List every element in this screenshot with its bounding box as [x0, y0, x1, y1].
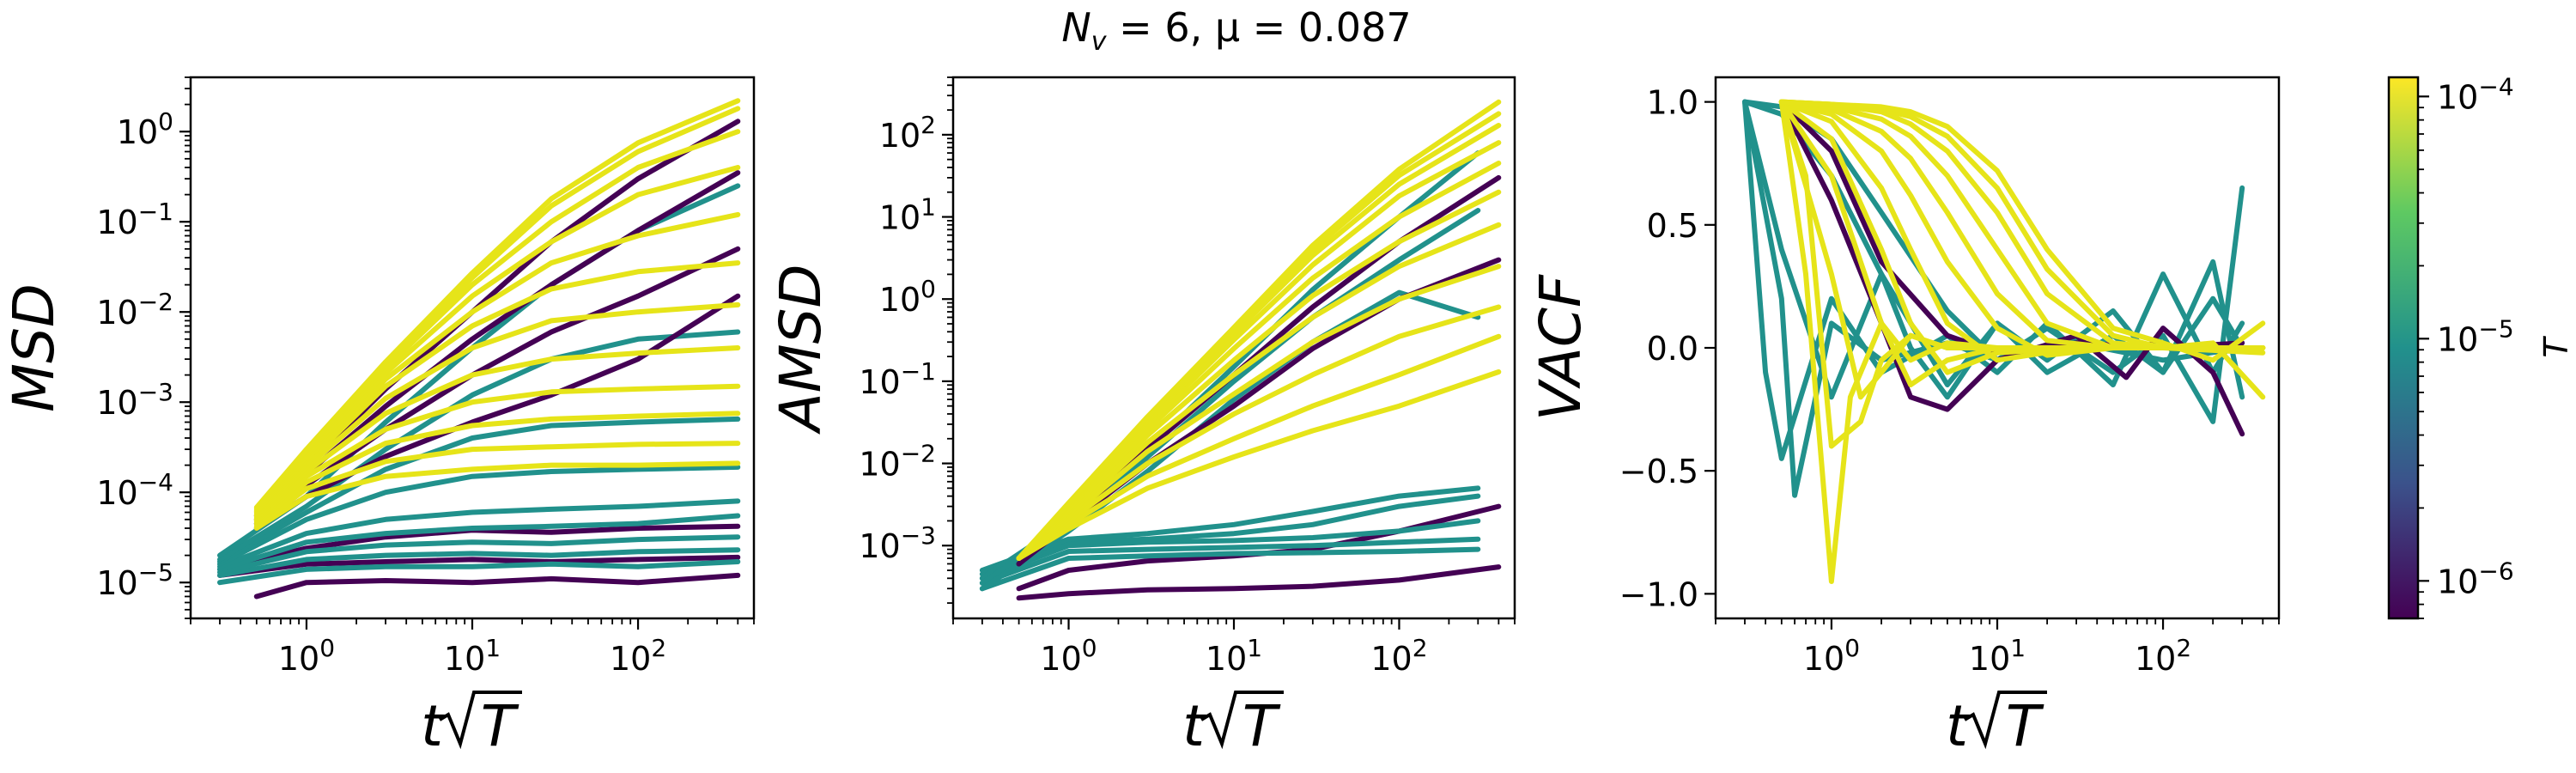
- colorbar-tick-label-2: 10−4: [2437, 72, 2514, 116]
- colorbar-frame: [2387, 76, 2420, 620]
- vacf-y-axis-label: VACF: [1528, 274, 1594, 421]
- amsd-series-line-6: [979, 485, 1481, 573]
- amsd-y-tick-label-2: 10−1: [859, 357, 936, 401]
- figure-title: Nv = 6, μ = 0.087: [1061, 4, 1411, 57]
- msd-series: [217, 98, 741, 600]
- vacf-sqrt-sign: [1963, 691, 2047, 750]
- amsd-y-axis-label: AMSD: [768, 265, 834, 435]
- msd-series-line-18: [253, 411, 741, 526]
- amsd-panel: 100 101 102 10−3 10−2 10−1 100 101 102 AMSD t T: [768, 76, 1516, 759]
- msd-y-tick-label-5: 100: [117, 107, 173, 151]
- vacf-y-tick-label-2: 0.0: [1647, 330, 1698, 368]
- amsd-ticks: [942, 76, 1516, 630]
- amsd-series-line-2: [979, 546, 1481, 592]
- msd-series-line-10: [217, 329, 741, 563]
- amsd-series-line-22: [1016, 99, 1502, 561]
- vacf-x-tick-label-0: 100: [1803, 634, 1860, 678]
- vacf-panel: 100 101 102 −1.0 −0.5 0.0 0.5 1.0 VACF t T: [1528, 76, 2281, 759]
- amsd-y-tick-label-3: 100: [879, 275, 936, 319]
- vacf-x-label-t: t: [1946, 693, 1970, 759]
- msd-ticks: [179, 76, 755, 630]
- msd-series-line-7: [217, 498, 741, 569]
- msd-y-tick-label-3: 10−2: [96, 288, 173, 332]
- amsd-x-tick-label-1: 101: [1206, 634, 1262, 678]
- vacf-y-tick-label-0: −1.0: [1619, 575, 1698, 613]
- msd-x-tick-label-2: 102: [610, 634, 666, 678]
- msd-series-line-3: [217, 559, 741, 586]
- msd-series-line-27: [253, 98, 741, 510]
- msd-x-tick-label-1: 101: [444, 634, 501, 678]
- amsd-y-tick-label-4: 101: [879, 193, 936, 237]
- amsd-x-label-T: T: [1242, 693, 1281, 759]
- amsd-series-line-4: [979, 518, 1481, 581]
- colorbar-gradient: [2389, 77, 2418, 618]
- vacf-x-tick-label-2: 102: [2135, 634, 2191, 678]
- msd-x-label-t: t: [421, 693, 445, 759]
- amsd-y-tick-label-1: 10−2: [859, 440, 936, 484]
- amsd-y-tick-label-5: 102: [879, 111, 936, 155]
- amsd-sqrt-sign: [1200, 691, 1284, 750]
- amsd-series-line-5: [979, 493, 1481, 577]
- amsd-series: [979, 99, 1502, 601]
- msd-series-line-4: [217, 547, 741, 578]
- msd-y-tick-label-4: 10−1: [96, 198, 173, 241]
- msd-series-line-20: [253, 345, 741, 522]
- vacf-x-label-T: T: [2006, 693, 2044, 759]
- vacf-ticks: [1704, 100, 2280, 630]
- amsd-y-tick-label-0: 10−3: [859, 521, 936, 565]
- amsd-series-line-12: [1016, 369, 1502, 561]
- msd-y-axis-label: MSD: [1, 283, 67, 412]
- msd-y-tick-label-2: 10−3: [96, 378, 173, 422]
- msd-sqrt-sign: [438, 691, 522, 750]
- colorbar-label: T: [2537, 336, 2575, 358]
- amsd-series-line-0: [1016, 564, 1502, 601]
- msd-y-tick-label-1: 10−4: [96, 468, 173, 512]
- msd-series-line-9: [217, 416, 741, 564]
- msd-series-line-8: [217, 464, 741, 567]
- amsd-series-line-13: [1016, 333, 1502, 561]
- colorbar: 10−6 10−5 10−4 T: [2387, 72, 2575, 620]
- msd-panel: 100 101 102 10−5 10−4 10−3 10−2 10−1 100 MSD t T: [1, 76, 756, 759]
- vacf-series: [1742, 99, 2266, 584]
- colorbar-tick-label-1: 10−5: [2437, 314, 2514, 358]
- amsd-series-line-14: [1016, 304, 1502, 561]
- msd-series-line-0: [253, 572, 741, 600]
- msd-x-label-T: T: [481, 693, 519, 759]
- amsd-series-line-3: [979, 536, 1481, 586]
- msd-series-line-5: [217, 534, 741, 575]
- msd-y-tick-label-0: 10−5: [96, 558, 173, 602]
- colorbar-tick-label-0: 10−6: [2437, 557, 2514, 600]
- amsd-x-tick-label-2: 102: [1370, 634, 1427, 678]
- vacf-x-tick-label-1: 101: [1969, 634, 2026, 678]
- vacf-y-tick-label-4: 1.0: [1647, 84, 1698, 122]
- amsd-x-tick-label-0: 100: [1040, 634, 1097, 678]
- vacf-y-tick-label-3: 0.5: [1647, 207, 1698, 245]
- vacf-y-tick-label-1: −0.5: [1619, 453, 1698, 490]
- msd-x-tick-label-0: 100: [278, 634, 335, 678]
- msd-series-line-1: [217, 554, 741, 578]
- msd-series-line-16: [253, 460, 741, 531]
- msd-series-line-21: [253, 301, 741, 520]
- msd-series-line-17: [253, 441, 741, 529]
- msd-series-line-6: [217, 513, 741, 572]
- amsd-x-label-t: t: [1182, 693, 1206, 759]
- vacf-series-line-18: [1778, 99, 2266, 363]
- msd-series-line-19: [253, 383, 741, 524]
